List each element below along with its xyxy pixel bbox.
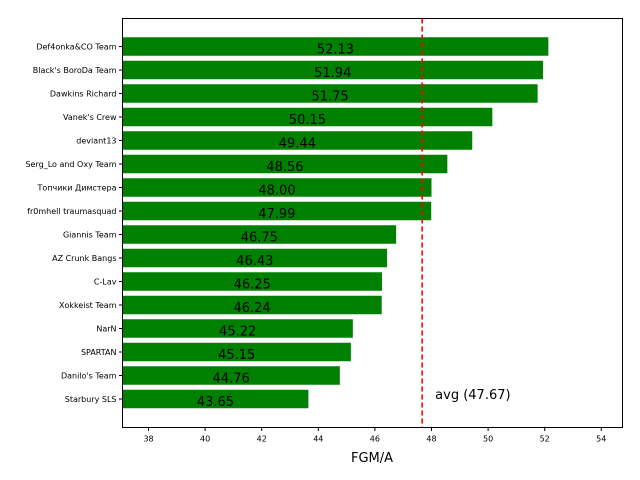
data-label: 50.15 xyxy=(289,113,326,128)
x-tick-label: 38 xyxy=(143,435,153,444)
bar xyxy=(122,272,382,291)
bar xyxy=(122,84,538,103)
y-tick-label: Giannis Team xyxy=(63,231,117,240)
data-label: 48.56 xyxy=(266,160,303,175)
data-label: 46.24 xyxy=(233,301,270,316)
data-label: 45.15 xyxy=(218,348,255,363)
bar xyxy=(122,37,549,56)
y-tick-label: deviant13 xyxy=(76,137,116,146)
plot-frame xyxy=(122,18,623,428)
data-label: 44.76 xyxy=(213,372,250,387)
x-tick-label: 50 xyxy=(483,435,493,444)
data-label: 48.00 xyxy=(258,184,295,199)
x-tick-label: 46 xyxy=(370,435,380,444)
y-tick-label: fr0mhell traumasquad xyxy=(27,207,116,216)
y-tick-label: Топчики Димстера xyxy=(37,184,117,193)
y-tick-label: NarN xyxy=(96,325,116,334)
data-label: 46.25 xyxy=(234,278,271,293)
bar xyxy=(122,178,432,197)
average-label: avg (47.67) xyxy=(435,388,510,403)
x-tick-label: 48 xyxy=(426,435,436,444)
x-tick-label: 44 xyxy=(313,435,323,444)
y-tick-label: Dawkins Richard xyxy=(50,90,117,99)
bar xyxy=(122,225,397,244)
data-label: 47.99 xyxy=(258,207,295,222)
bar xyxy=(122,342,351,362)
bar xyxy=(122,319,353,338)
data-label: 46.43 xyxy=(236,254,273,269)
bar xyxy=(122,60,543,80)
data-label: 43.65 xyxy=(197,395,234,410)
data-label: 52.13 xyxy=(317,43,354,58)
data-label: 45.22 xyxy=(219,325,256,340)
y-tick-label: Black's BoroDa Team xyxy=(33,66,117,75)
y-tick-label: SPARTAN xyxy=(81,348,117,357)
x-tick-label: 54 xyxy=(596,435,606,444)
y-tick-label: Danilo's Team xyxy=(61,372,117,381)
y-tick-label: Vanek's Crew xyxy=(63,113,117,122)
bar xyxy=(122,295,382,315)
y-tick-label: AZ Crunk Bangs xyxy=(52,254,116,263)
bar xyxy=(122,366,340,385)
bar xyxy=(122,107,493,127)
data-label: 46.75 xyxy=(241,231,278,246)
y-tick-label: C-Lav xyxy=(94,278,117,287)
x-tick-label: 42 xyxy=(257,435,267,444)
x-axis-label: FGM/A xyxy=(351,451,393,466)
bar xyxy=(122,248,388,268)
y-tick-label: Serg_Lo and Oxy Team xyxy=(25,160,116,169)
bar xyxy=(122,201,432,221)
data-label: 51.75 xyxy=(311,90,348,105)
bar xyxy=(122,131,473,150)
x-tick-label: 52 xyxy=(540,435,550,444)
bar xyxy=(122,389,309,409)
data-label: 51.94 xyxy=(314,66,351,81)
y-tick-label: Xokkeist Team xyxy=(59,301,117,310)
bar xyxy=(122,154,448,174)
y-tick-label: Starbury SLS xyxy=(65,395,117,404)
x-tick-label: 40 xyxy=(200,435,210,444)
data-label: 49.44 xyxy=(279,137,316,152)
y-tick-label: Def4onka&CO Team xyxy=(36,43,116,52)
